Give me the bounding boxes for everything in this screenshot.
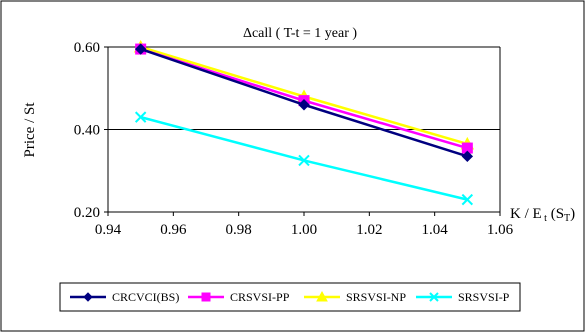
- data-point-marker: [461, 193, 474, 206]
- x-axis-label: K / E t (ST): [510, 206, 575, 224]
- x-tick-label: 0.96: [160, 222, 187, 238]
- x-tick-label: 1.00: [291, 222, 317, 238]
- x-tick-label: 1.04: [422, 222, 449, 238]
- x-tick-label: 1.02: [356, 222, 382, 238]
- legend-entry: CRCVCI(BS): [70, 290, 179, 304]
- data-point-marker: [201, 292, 211, 302]
- series-group: [133, 39, 475, 206]
- x-tick-label: 0.98: [226, 222, 252, 238]
- series-srsvsi-p: [134, 111, 474, 206]
- marker-stroke: [298, 154, 310, 167]
- data-point-marker: [298, 99, 310, 111]
- marker-stroke: [461, 193, 474, 206]
- legend-label: CRSVSI-PP: [230, 290, 290, 304]
- y-axis-label: Price / St: [22, 102, 38, 158]
- legend-entry: SRSVSI-P: [416, 290, 510, 304]
- x-axis-label-sub: T: [564, 213, 570, 224]
- legend-entry: SRSVSI-NP: [304, 290, 406, 304]
- x-axis-ticks: 0.94 0.96 0.98 1.00 1.02 1.04 1.06: [95, 212, 514, 238]
- y-tick-label: 0.40: [74, 123, 100, 139]
- x-tick-label: 0.94: [95, 222, 122, 238]
- data-point-marker: [461, 150, 474, 163]
- legend-label: SRSVSI-P: [458, 290, 510, 304]
- data-point-marker: [134, 111, 147, 123]
- x-axis-label-sub: t: [542, 213, 548, 224]
- y-axis-ticks: 0.20 0.40 0.60: [74, 40, 108, 221]
- chart-title: Δcall ( T-t = 1 year ): [243, 26, 357, 41]
- marker-stroke: [134, 111, 147, 123]
- series-crcvci-bs-: [134, 43, 474, 163]
- data-point-marker: [429, 292, 439, 302]
- data-point-marker: [83, 292, 93, 302]
- x-tick-label: 1.06: [487, 222, 514, 238]
- y-tick-label: 0.20: [74, 205, 100, 221]
- data-point-marker: [316, 290, 328, 302]
- x-axis-label-main: K / E: [510, 206, 542, 222]
- y-tick-label: 0.60: [74, 40, 100, 56]
- data-point-marker: [298, 154, 310, 167]
- x-axis-label-paren: ): [570, 206, 575, 222]
- x-axis-label-paren: (S: [547, 206, 564, 222]
- legend-label: SRSVSI-NP: [346, 290, 406, 304]
- marker-stroke: [429, 292, 439, 302]
- data-point-marker: [134, 43, 147, 55]
- legend: CRCVCI(BS) CRSVSI-PP SRSVSI-NP SRSVSI-P: [70, 290, 510, 304]
- legend-entry: CRSVSI-PP: [188, 290, 290, 304]
- legend-label: CRCVCI(BS): [112, 290, 179, 304]
